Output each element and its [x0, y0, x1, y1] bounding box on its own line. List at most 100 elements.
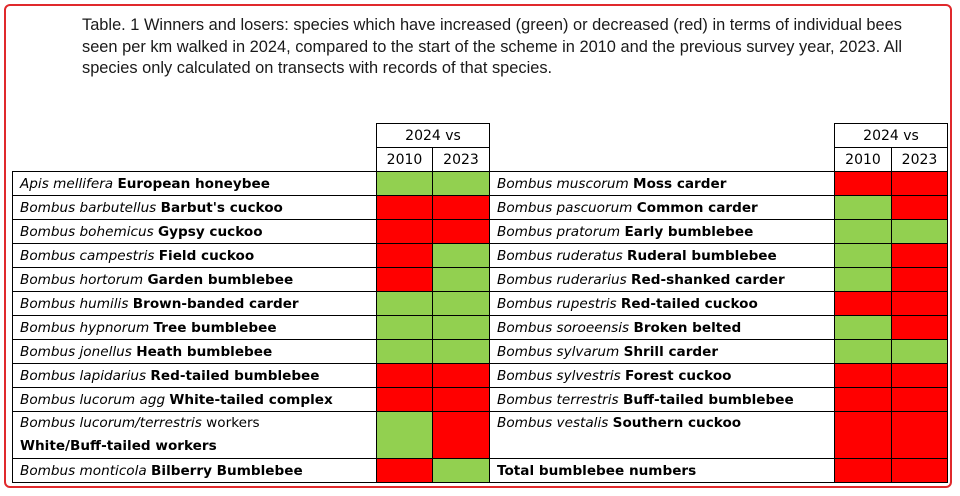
latin-name: Bombus humilis — [20, 295, 129, 312]
table-row: Bombus campestris Field cuckoo Bombus rud… — [12, 243, 948, 268]
header-col-2010-left: 2010 — [376, 147, 433, 172]
common-name: Ruderal bumblebee — [627, 247, 777, 264]
trend-cell-2023-decrease — [891, 195, 948, 220]
trend-cell-2023-increase — [432, 339, 490, 364]
trend-cell-2010-decrease — [376, 243, 433, 268]
latin-name: Bombus bohemicus — [20, 223, 154, 240]
trend-cell-2023-decrease — [432, 219, 490, 244]
common-name: Heath bumblebee — [136, 343, 273, 360]
trend-cell-2010-decrease — [376, 219, 433, 244]
latin-name: Apis mellifera — [20, 175, 114, 192]
species-cell-left: Bombus bohemicus Gypsy cuckoo — [12, 219, 377, 244]
species-cell-right: Bombus terrestris Buff-tailed bumblebee — [489, 387, 835, 412]
species-cell-right: Bombus sylvestris Forest cuckoo — [489, 363, 835, 388]
trend-cell-2010-decrease — [834, 291, 892, 316]
common-name: Common carder — [636, 199, 758, 216]
trend-cell-2023-increase — [432, 267, 490, 292]
trend-cell-2023-decrease — [432, 363, 490, 388]
species-cell-right: Bombus ruderatus Ruderal bumblebee — [489, 243, 835, 268]
trend-cell-2010-increase — [834, 267, 892, 292]
latin-name: Bombus monticola — [20, 462, 147, 479]
trend-cell-2023-increase — [432, 458, 490, 483]
species-cell-left: Bombus monticola Bilberry Bumblebee — [12, 458, 377, 483]
common-name: Field cuckoo — [158, 247, 255, 264]
trend-cell-2010-decrease — [834, 458, 892, 483]
trend-cell-2010-increase — [834, 219, 892, 244]
latin-name: Bombus campestris — [20, 247, 155, 264]
common-name: Broken belted — [633, 319, 742, 336]
winners-losers-table: 2024 vs 2024 vs 2010 2023 2010 2023 Apis… — [12, 123, 948, 483]
common-name: Brown-banded carder — [132, 295, 299, 312]
species-cell-right: Bombus soroeensis Broken belted — [489, 315, 835, 340]
common-name: Gypsy cuckoo — [157, 223, 263, 240]
common-name: Total bumblebee numbers — [497, 462, 697, 479]
table-row: Bombus lucorum/terrestris workers White/B… — [12, 411, 948, 459]
latin-name: Bombus barbutellus — [20, 199, 157, 216]
trend-cell-2010-increase — [376, 339, 433, 364]
latin-name: Bombus sylvarum — [497, 343, 620, 360]
common-name: Tree bumblebee — [153, 319, 277, 336]
trend-cell-2010-increase — [376, 171, 433, 196]
table-frame — [4, 4, 952, 488]
trend-cell-2023-decrease — [891, 243, 948, 268]
species-cell-left: Bombus lapidarius Red-tailed bumblebee — [12, 363, 377, 388]
species-qualifier: workers — [206, 415, 260, 431]
trend-cell-2023-decrease — [891, 411, 948, 459]
table-row: Bombus hortorum Garden bumblebee Bombus r… — [12, 267, 948, 292]
trend-cell-2010-increase — [376, 315, 433, 340]
table-row: Bombus lapidarius Red-tailed bumblebee Bo… — [12, 363, 948, 388]
common-name: Shrill carder — [623, 343, 719, 360]
species-cell-right: Bombus ruderarius Red-shanked carder — [489, 267, 835, 292]
table-row: Bombus bohemicus Gypsy cuckoo Bombus prat… — [12, 219, 948, 244]
latin-name: Bombus lucorum/terrestris — [20, 415, 202, 431]
trend-cell-2023-increase — [432, 243, 490, 268]
common-name: Early bumblebee — [624, 223, 754, 240]
table-row: Bombus hypnorum Tree bumblebee Bombus sor… — [12, 315, 948, 340]
table-caption: Table. 1 Winners and losers: species whi… — [82, 16, 903, 77]
trend-cell-2010-increase — [834, 339, 892, 364]
species-cell-left: Bombus hortorum Garden bumblebee — [12, 267, 377, 292]
header-spacer-left — [13, 148, 377, 172]
header-spacer-right — [490, 148, 835, 172]
species-cell-right: Bombus vestalis Southern cuckoo — [489, 411, 835, 459]
species-cell-left: Bombus barbutellus Barbut's cuckoo — [12, 195, 377, 220]
header-col-2010-right: 2010 — [834, 147, 892, 172]
species-line: White/Buff-tailed workers — [20, 435, 376, 458]
latin-name: Bombus pratorum — [497, 223, 621, 240]
latin-name: Bombus pascuorum — [497, 199, 633, 216]
header-spacer-right — [490, 124, 835, 148]
trend-cell-2023-increase — [432, 171, 490, 196]
trend-cell-2010-decrease — [376, 195, 433, 220]
species-cell-right: Bombus muscorum Moss carder — [489, 171, 835, 196]
common-name: White/Buff-tailed workers — [20, 438, 217, 454]
trend-cell-2010-increase — [834, 243, 892, 268]
species-cell-left: Bombus humilis Brown-banded carder — [12, 291, 377, 316]
trend-cell-2023-increase — [432, 315, 490, 340]
latin-name: Bombus ruderarius — [497, 271, 627, 288]
table-row: Bombus barbutellus Barbut's cuckoo Bombus… — [12, 195, 948, 220]
header-col-2023-left: 2023 — [432, 147, 490, 172]
trend-cell-2010-increase — [834, 195, 892, 220]
latin-name: Bombus ruderatus — [497, 247, 623, 264]
trend-cell-2023-decrease — [891, 291, 948, 316]
latin-name: Bombus hypnorum — [20, 319, 150, 336]
trend-cell-2023-decrease — [891, 387, 948, 412]
species-cell-left: Bombus lucorum agg White-tailed complex — [12, 387, 377, 412]
species-cell-left: Bombus jonellus Heath bumblebee — [12, 339, 377, 364]
trend-cell-2023-decrease — [432, 387, 490, 412]
trend-cell-2010-decrease — [834, 363, 892, 388]
latin-name: Bombus lucorum agg — [20, 391, 166, 408]
common-name: White-tailed complex — [169, 391, 333, 408]
latin-name: Bombus lapidarius — [20, 367, 147, 384]
trend-cell-2010-decrease — [376, 267, 433, 292]
species-cell-left: Bombus lucorum/terrestris workers White/B… — [12, 411, 377, 459]
trend-cell-2023-decrease — [891, 171, 948, 196]
common-name: Red-tailed cuckoo — [620, 295, 758, 312]
trend-cell-2010-increase — [376, 291, 433, 316]
common-name: Garden bumblebee — [147, 271, 294, 288]
latin-name: Bombus muscorum — [497, 175, 629, 192]
species-line: Bombus lucorum/terrestris workers — [20, 413, 376, 436]
latin-name: Bombus hortorum — [20, 271, 144, 288]
trend-cell-2010-increase — [376, 411, 433, 459]
common-name: Forest cuckoo — [625, 367, 732, 384]
